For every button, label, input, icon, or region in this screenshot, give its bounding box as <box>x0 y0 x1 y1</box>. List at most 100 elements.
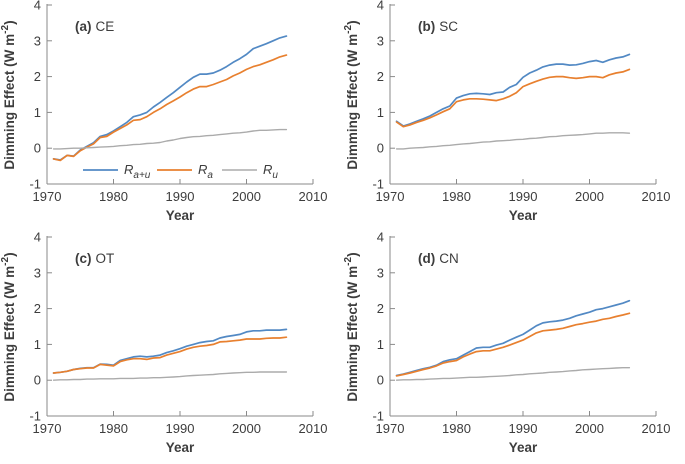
y-tick-label: 2 <box>34 301 41 316</box>
series-line-ra <box>52 54 288 162</box>
x-tick-label: 1980 <box>99 421 128 436</box>
y-axis-label-text: Dimming Effect (W m <box>2 266 17 402</box>
y-axis-label-close: ) <box>345 252 360 257</box>
series-line-ra <box>395 312 631 377</box>
x-tick-label: 1970 <box>33 189 62 204</box>
x-tick-label: 2000 <box>575 421 604 436</box>
panel-letter: (d) <box>418 251 435 266</box>
y-tick-label: 0 <box>34 141 41 156</box>
y-tick-label: -1 <box>29 177 41 192</box>
panel-b-chart: -1 0 1 2 3 4 1970 1980 1990 2000 2010 (b) SC Dimming … <box>343 0 671 223</box>
y-tick-label: 2 <box>34 69 41 84</box>
series-line-ru <box>395 366 631 381</box>
y-axis-label-superscript: -2 <box>0 24 11 33</box>
x-tick-label: 2000 <box>575 189 604 204</box>
x-tick-label: 2000 <box>232 189 261 204</box>
y-tick-label: 2 <box>377 69 384 84</box>
panel-region: SC <box>439 19 458 34</box>
x-tick-label: 1980 <box>99 189 128 204</box>
y-tick-label: 3 <box>34 265 41 280</box>
panel-title: (c) OT <box>75 251 114 266</box>
legend-label-ru: Ru <box>263 162 278 181</box>
y-axis-label: Dimming Effect (W m-2) <box>343 252 360 401</box>
y-tick-label: 3 <box>377 265 384 280</box>
panel-letter: (a) <box>75 19 92 34</box>
panel-c-chart: -1 0 1 2 3 4 1970 1980 1990 2000 2010 (c) OT Dimming … <box>0 232 328 455</box>
y-tick-label: 1 <box>34 337 41 352</box>
panel-region: CN <box>439 251 459 266</box>
legend-label-subscript: u <box>272 170 278 181</box>
x-tick-label: 2010 <box>299 189 328 204</box>
y-tick-label: 1 <box>34 105 41 120</box>
y-tick-label: 4 <box>377 0 384 13</box>
series-line-ra+u <box>52 328 288 374</box>
panel-letter: (c) <box>75 251 92 266</box>
y-axis-label-superscript: -2 <box>0 256 11 265</box>
y-axis-label-text: Dimming Effect (W m <box>345 266 360 402</box>
y-tick-label: 2 <box>377 301 384 316</box>
y-axis-label-close: ) <box>2 252 17 257</box>
x-tick-label: 2000 <box>232 421 261 436</box>
series-line-ru <box>52 371 288 381</box>
y-axis-label-close: ) <box>2 20 17 25</box>
panel-title: (d) CN <box>418 251 459 266</box>
y-axis-label: Dimming Effect (W m-2) <box>0 20 17 169</box>
panel-a-chart: -1 0 1 2 3 4 1970 1980 1990 2000 2010 (a) CE Dimming … <box>0 0 328 223</box>
x-tick-label: 2010 <box>642 189 671 204</box>
legend-label-main: R <box>198 162 207 177</box>
legend-label-subscript: a+u <box>133 170 150 181</box>
x-tick-label: 1990 <box>509 189 538 204</box>
panel-title: (b) SC <box>418 19 458 34</box>
x-tick-label: 1990 <box>166 189 195 204</box>
y-axis-label-text: Dimming Effect (W m <box>2 34 17 170</box>
x-tick-label: 1970 <box>376 189 405 204</box>
y-tick-label: 0 <box>34 373 41 388</box>
y-tick-label: 4 <box>377 232 384 245</box>
x-tick-label: 2010 <box>299 421 328 436</box>
y-tick-label: 4 <box>34 0 41 13</box>
x-tick-label: 1980 <box>442 421 471 436</box>
panel-title: (a) CE <box>75 19 114 34</box>
x-tick-label: 1980 <box>442 189 471 204</box>
x-axis-label: Year <box>166 440 195 455</box>
x-tick-label: 1990 <box>166 421 195 436</box>
panel-region: CE <box>96 19 115 34</box>
legend-label-subscript: a <box>207 170 213 181</box>
y-tick-label: 4 <box>34 232 41 245</box>
series-line-ra+u <box>52 35 288 161</box>
y-tick-label: 3 <box>377 33 384 48</box>
y-tick-label: -1 <box>372 177 384 192</box>
y-tick-label: -1 <box>29 409 41 424</box>
y-axis-label-text: Dimming Effect (W m <box>345 34 360 170</box>
x-axis-label: Year <box>509 208 538 223</box>
y-tick-label: 0 <box>377 141 384 156</box>
x-tick-label: 2010 <box>642 421 671 436</box>
legend-label-ra+u: Ra+u <box>124 162 151 181</box>
y-tick-label: 3 <box>34 33 41 48</box>
series-line-ra <box>52 336 288 374</box>
x-axis-label: Year <box>509 440 538 455</box>
x-tick-label: 1970 <box>376 421 405 436</box>
y-axis-label-superscript: -2 <box>343 24 354 33</box>
legend-label-main: R <box>263 162 272 177</box>
series-line-ra <box>395 68 631 128</box>
series-line-ra+u <box>395 299 631 377</box>
panel-d-chart: -1 0 1 2 3 4 1970 1980 1990 2000 2010 (d) CN Dimming … <box>343 232 671 455</box>
series-line-ru <box>395 132 631 150</box>
panel-region: OT <box>96 251 115 266</box>
x-tick-label: 1990 <box>509 421 538 436</box>
y-tick-label: 1 <box>377 337 384 352</box>
y-axis-label-close: ) <box>345 20 360 25</box>
legend-label-main: R <box>124 162 133 177</box>
panel-letter: (b) <box>418 19 435 34</box>
x-tick-label: 1970 <box>33 421 62 436</box>
series-line-ru <box>52 128 288 150</box>
series-line-ra+u <box>395 53 631 127</box>
y-tick-label: 0 <box>377 373 384 388</box>
x-axis-label: Year <box>166 208 195 223</box>
y-axis-label-superscript: -2 <box>343 256 354 265</box>
legend-label-ra: Ra <box>198 162 213 181</box>
y-axis-label: Dimming Effect (W m-2) <box>0 252 17 401</box>
y-tick-label: -1 <box>372 409 384 424</box>
